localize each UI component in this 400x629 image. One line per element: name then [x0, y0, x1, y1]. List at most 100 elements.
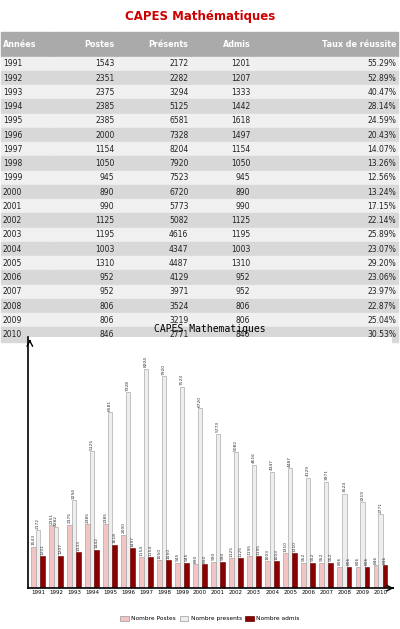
Bar	[191, 32, 252, 57]
Bar	[356, 567, 360, 588]
Bar	[1, 71, 54, 85]
Text: 3971: 3971	[169, 287, 188, 296]
Bar	[198, 408, 202, 588]
Text: 2000: 2000	[95, 131, 114, 140]
Text: 2001: 2001	[3, 202, 22, 211]
Text: 990: 990	[236, 202, 250, 211]
Bar	[55, 185, 116, 199]
Text: 1003: 1003	[231, 245, 250, 253]
Bar	[288, 468, 292, 588]
Bar	[55, 142, 116, 157]
Text: 3971: 3971	[324, 469, 328, 481]
Text: 1998: 1998	[3, 159, 22, 168]
Bar	[374, 565, 378, 588]
Text: 2282: 2282	[54, 515, 58, 526]
Bar	[1, 242, 54, 256]
Text: 806: 806	[356, 557, 360, 565]
Bar	[31, 547, 36, 588]
Text: 1310: 1310	[284, 541, 288, 552]
Bar	[191, 142, 252, 157]
Bar	[55, 256, 116, 270]
Bar	[253, 99, 398, 114]
Bar	[1, 299, 54, 313]
Text: 2005: 2005	[3, 259, 22, 268]
Text: 2008: 2008	[3, 302, 22, 311]
Text: 1995: 1995	[3, 116, 22, 125]
Bar	[253, 256, 398, 270]
Text: 1993: 1993	[3, 88, 22, 97]
Text: 846: 846	[374, 556, 378, 564]
Text: 2172: 2172	[169, 59, 188, 69]
Bar	[144, 369, 148, 588]
Text: 806: 806	[100, 316, 114, 325]
Text: 1003: 1003	[275, 549, 279, 560]
Text: CAPES Mathématiques: CAPES Mathématiques	[125, 9, 275, 23]
Bar	[1, 157, 54, 170]
Text: 3294: 3294	[169, 88, 188, 97]
Bar	[40, 556, 45, 588]
Bar	[234, 452, 238, 588]
Text: 1333: 1333	[76, 540, 80, 551]
Text: 4347: 4347	[270, 459, 274, 470]
Bar	[253, 242, 398, 256]
Bar	[108, 412, 112, 588]
Bar	[193, 564, 198, 588]
Bar	[284, 553, 288, 588]
Bar	[117, 32, 190, 57]
Text: 890: 890	[194, 555, 198, 563]
Text: 17.15%: 17.15%	[368, 202, 396, 211]
Bar	[324, 482, 328, 588]
Text: 2004: 2004	[3, 245, 22, 253]
Text: 952: 952	[311, 553, 315, 561]
Text: 2000: 2000	[3, 187, 22, 197]
Text: 1125: 1125	[95, 216, 114, 225]
Text: 952: 952	[100, 287, 114, 296]
Text: 846: 846	[100, 330, 114, 339]
Bar	[184, 563, 189, 588]
Text: 29.20%: 29.20%	[368, 259, 396, 268]
Text: 28.14%: 28.14%	[368, 102, 396, 111]
Bar	[1, 213, 54, 228]
Bar	[55, 285, 116, 299]
Text: 890: 890	[202, 555, 206, 563]
Bar	[117, 299, 190, 313]
Bar	[1, 32, 54, 57]
Text: 24.59%: 24.59%	[368, 116, 396, 125]
Bar	[117, 114, 190, 128]
Bar	[55, 114, 116, 128]
Text: 6581: 6581	[169, 116, 188, 125]
Bar	[55, 270, 116, 285]
Bar	[191, 71, 252, 85]
Bar	[117, 57, 190, 71]
Bar	[139, 557, 144, 588]
Bar	[112, 545, 117, 588]
Text: 4487: 4487	[169, 259, 188, 268]
Bar	[85, 525, 90, 588]
Text: 2351: 2351	[50, 513, 54, 524]
Bar	[378, 514, 382, 588]
Text: 806: 806	[365, 557, 369, 565]
Bar	[1, 142, 54, 157]
Text: 22.87%: 22.87%	[368, 302, 396, 311]
Bar	[220, 562, 225, 588]
Text: 7523: 7523	[169, 174, 188, 182]
Bar	[247, 556, 252, 588]
Bar	[55, 299, 116, 313]
Text: 1999: 1999	[3, 174, 22, 182]
Bar	[117, 242, 190, 256]
Text: 1195: 1195	[257, 543, 261, 555]
Bar	[54, 527, 58, 588]
Text: 1050: 1050	[95, 159, 114, 168]
Text: 25.04%: 25.04%	[368, 316, 396, 325]
Text: 945: 945	[184, 553, 188, 562]
Text: 3219: 3219	[360, 489, 364, 501]
Text: 890: 890	[236, 187, 250, 197]
Bar	[55, 328, 116, 342]
Text: 5082: 5082	[234, 440, 238, 451]
Bar	[191, 99, 252, 114]
Text: 23.97%: 23.97%	[368, 287, 396, 296]
Bar	[338, 567, 342, 588]
Bar	[270, 472, 274, 588]
Text: 5082: 5082	[169, 216, 188, 225]
Text: 4487: 4487	[288, 455, 292, 467]
